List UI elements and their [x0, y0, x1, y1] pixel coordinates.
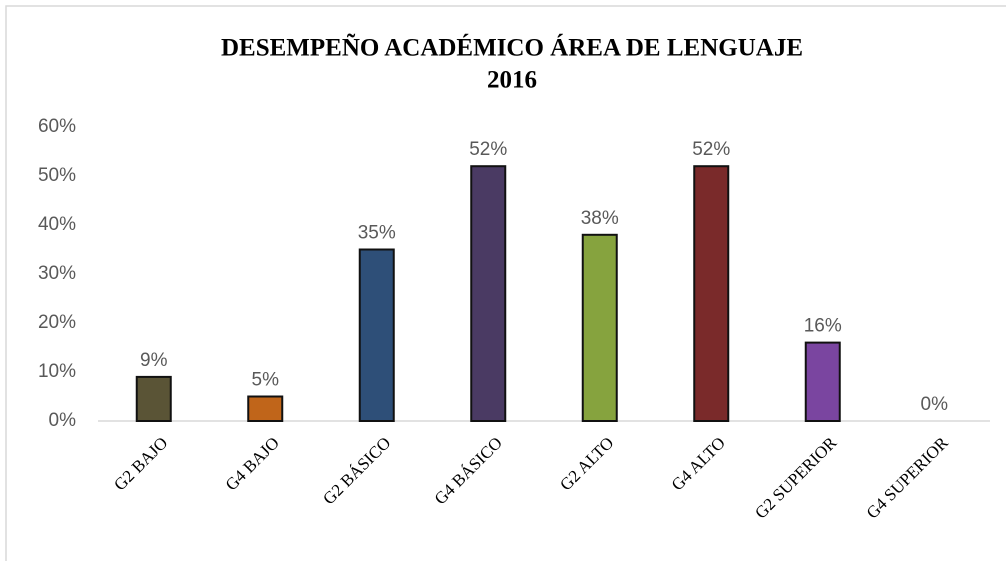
bar [135, 375, 172, 422]
chart-title: DESEMPEÑO ACADÉMICO ÁREA DE LENGUAJE [221, 34, 803, 62]
data-label: 5% [252, 370, 280, 391]
y-tick-label: 50% [38, 165, 76, 186]
y-tick-label: 40% [38, 214, 76, 235]
bar [470, 165, 507, 422]
bar [693, 165, 730, 422]
data-label: 0% [921, 394, 949, 415]
data-label: 16% [804, 316, 842, 337]
data-label: 9% [140, 350, 168, 371]
bar [581, 233, 618, 422]
data-label: 38% [581, 208, 619, 229]
y-tick-label: 20% [38, 312, 76, 333]
y-tick-label: 60% [38, 116, 76, 137]
data-label: 35% [358, 223, 396, 244]
y-tick-label: 10% [38, 361, 76, 382]
data-label: 52% [692, 139, 730, 160]
chart-title: 2016 [487, 67, 537, 94]
data-label: 52% [469, 139, 507, 160]
bar [804, 341, 841, 423]
bar [247, 395, 284, 422]
bar [358, 248, 395, 422]
y-tick-label: 30% [38, 263, 76, 284]
y-tick-label: 0% [49, 410, 77, 431]
